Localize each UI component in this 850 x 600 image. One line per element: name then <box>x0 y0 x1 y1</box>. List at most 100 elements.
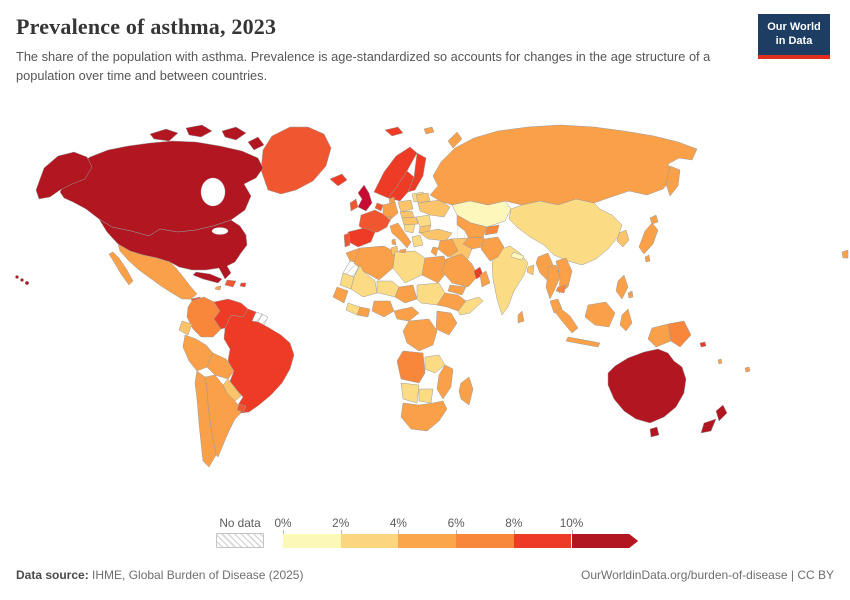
country-china[interactable] <box>508 198 623 266</box>
country-balkans[interactable] <box>403 223 416 234</box>
country-ghana-togo[interactable] <box>356 306 371 318</box>
country-algeria[interactable] <box>353 245 396 281</box>
country-austria-hungary[interactable] <box>401 216 419 226</box>
country-cambodia[interactable] <box>555 284 567 294</box>
legend-bin[interactable] <box>456 534 514 548</box>
country-netherlands-belgium[interactable] <box>374 202 384 212</box>
country-svalbard[interactable] <box>384 126 404 137</box>
country-canada-arctic[interactable] <box>221 126 247 141</box>
country-czech-slovakia[interactable] <box>399 210 415 219</box>
country-portugal[interactable] <box>343 232 351 248</box>
country-oman[interactable] <box>479 270 491 288</box>
country-cuba[interactable] <box>192 271 223 284</box>
country-iceland[interactable] <box>329 173 348 187</box>
country-russia-kamchatka[interactable] <box>665 165 681 197</box>
country-russia-novaya-zemlya[interactable] <box>447 131 463 149</box>
country-yemen[interactable] <box>447 284 467 296</box>
country-usa-hawaii[interactable] <box>24 280 30 286</box>
country-ecuador[interactable] <box>178 320 193 336</box>
country-saudi-arabia[interactable] <box>441 253 479 288</box>
country-italy[interactable] <box>389 222 412 249</box>
country-germany[interactable] <box>382 201 399 221</box>
country-mexico-baja[interactable] <box>108 251 134 286</box>
country-indonesia-sulawesi[interactable] <box>619 308 633 332</box>
country-finland[interactable] <box>407 152 427 193</box>
country-india[interactable] <box>491 245 529 316</box>
country-usa-hawaii[interactable] <box>20 278 24 282</box>
country-bangladesh[interactable] <box>526 264 535 276</box>
owid-credit-link[interactable]: OurWorldinData.org/burden-of-disease | C… <box>580 568 834 582</box>
country-nigeria[interactable] <box>371 300 395 318</box>
country-jordan-israel[interactable] <box>430 246 439 257</box>
country-colombia[interactable] <box>186 296 222 338</box>
country-russia[interactable] <box>429 124 698 206</box>
country-borneo[interactable] <box>584 301 616 328</box>
country-nepal[interactable] <box>510 251 525 261</box>
country-australia[interactable] <box>607 348 687 424</box>
legend-bin[interactable] <box>340 534 399 548</box>
country-russia-franz-josef[interactable] <box>423 126 435 135</box>
country-kenya-tanzania[interactable] <box>435 310 458 336</box>
country-cameroon-car[interactable] <box>393 306 420 322</box>
country-indonesia-sumatra[interactable] <box>554 307 579 334</box>
country-iraq-syria[interactable] <box>437 238 459 258</box>
country-vanuatu[interactable] <box>717 358 723 365</box>
country-sicily[interactable] <box>398 248 407 254</box>
country-pakistan[interactable] <box>480 236 505 262</box>
country-laos-vietnam[interactable] <box>555 257 573 294</box>
country-canada-arctic[interactable] <box>149 128 179 142</box>
owid-logo[interactable]: Our World in Data <box>758 14 830 59</box>
country-puerto-rico[interactable] <box>239 282 247 288</box>
country-botswana[interactable] <box>418 388 434 404</box>
country-mexico[interactable] <box>117 243 198 300</box>
country-solomon-islands[interactable] <box>699 341 707 348</box>
country-indonesia-java[interactable] <box>565 336 601 348</box>
country-argentina[interactable] <box>204 374 242 458</box>
country-sardinia[interactable] <box>391 238 397 246</box>
country-greenland[interactable] <box>260 126 332 195</box>
country-mozambique-zimbabwe[interactable] <box>436 364 454 400</box>
country-usa-hawaii[interactable] <box>15 275 19 279</box>
country-mali[interactable] <box>350 264 378 298</box>
country-belarus[interactable] <box>415 192 431 204</box>
country-new-zealand-south[interactable] <box>700 418 717 434</box>
country-namibia[interactable] <box>400 382 420 404</box>
country-philippines[interactable] <box>627 290 634 299</box>
country-hispaniola[interactable] <box>224 279 237 288</box>
country-drc[interactable] <box>402 318 438 352</box>
country-greece[interactable] <box>411 234 424 248</box>
country-usa-alaska[interactable] <box>35 151 93 200</box>
country-canada-arctic[interactable] <box>247 136 265 151</box>
country-egypt[interactable] <box>421 255 449 284</box>
country-sri-lanka[interactable] <box>517 310 525 324</box>
legend-bin[interactable] <box>283 534 341 548</box>
country-tasmania[interactable] <box>649 426 660 438</box>
country-libya[interactable] <box>392 250 426 284</box>
country-madagascar[interactable] <box>458 376 474 406</box>
country-indonesia-papua[interactable] <box>647 323 672 348</box>
country-chad[interactable] <box>394 284 418 304</box>
country-new-zealand-north[interactable] <box>715 404 728 422</box>
country-japan-hokkaido[interactable] <box>649 214 659 225</box>
country-papua-new-guinea[interactable] <box>667 320 692 348</box>
country-jamaica[interactable] <box>214 285 222 291</box>
country-philippines[interactable] <box>615 274 629 300</box>
country-somalia[interactable] <box>457 296 484 316</box>
country-thailand[interactable] <box>545 264 561 300</box>
country-spain[interactable] <box>347 227 376 248</box>
country-russia-wrap[interactable] <box>841 249 849 259</box>
country-united-kingdom[interactable] <box>357 184 373 212</box>
country-poland[interactable] <box>397 199 414 213</box>
country-taiwan[interactable] <box>644 254 651 263</box>
country-kyrgyzstan-tajikistan[interactable] <box>484 224 500 236</box>
country-japan[interactable] <box>638 222 659 255</box>
country-fiji[interactable] <box>744 366 751 373</box>
country-angola[interactable] <box>396 350 426 384</box>
country-brazil[interactable] <box>223 308 295 414</box>
country-senegal-guinea[interactable] <box>332 286 349 304</box>
country-ireland[interactable] <box>349 198 359 212</box>
country-canada-arctic[interactable] <box>185 124 213 138</box>
legend-no-data[interactable]: No data <box>216 516 264 548</box>
legend-bin[interactable] <box>398 534 457 548</box>
legend-bin[interactable] <box>513 534 572 548</box>
